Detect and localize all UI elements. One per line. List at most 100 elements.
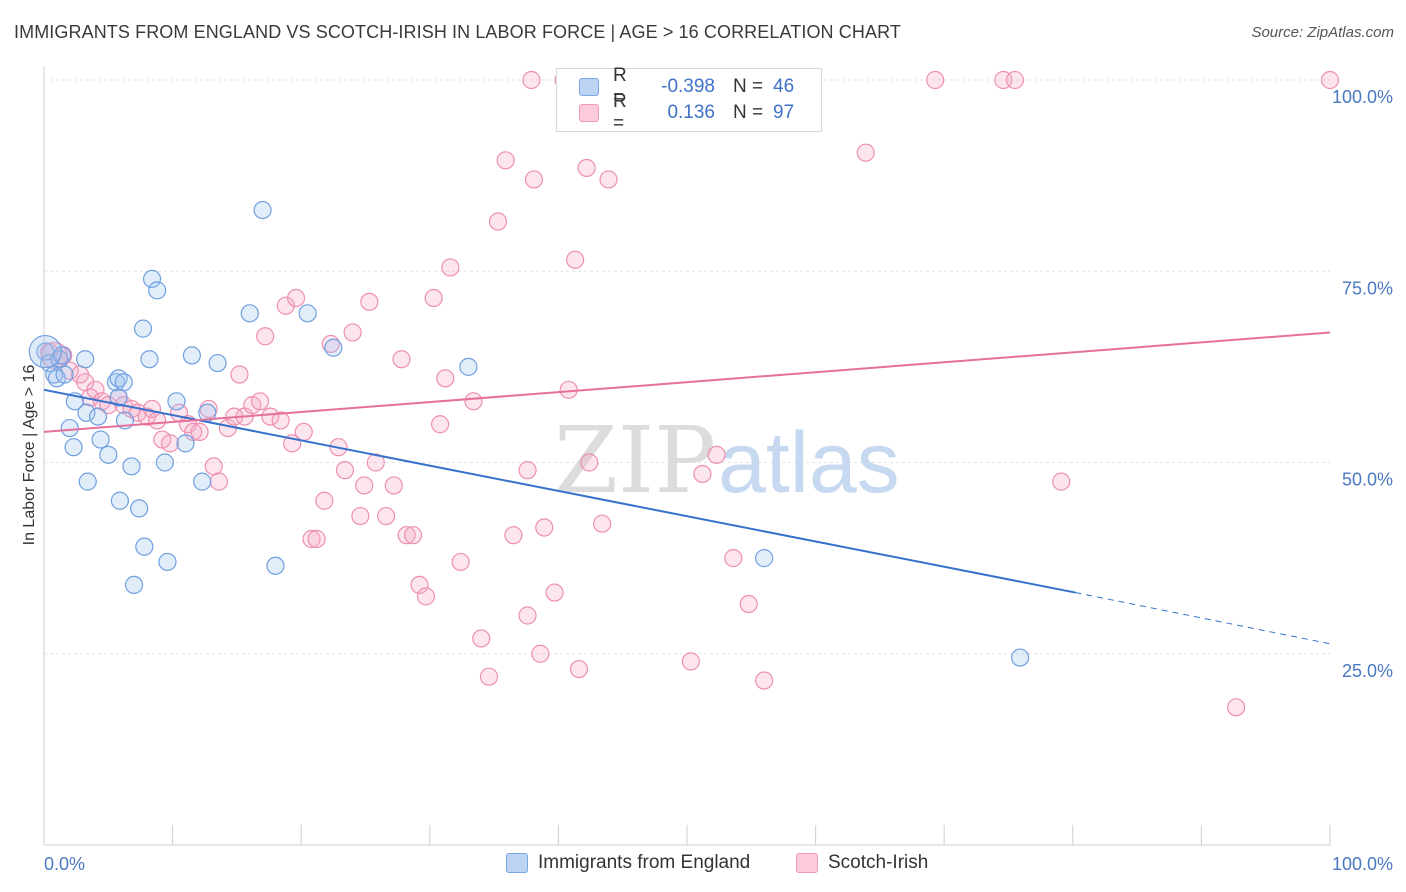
data-point [681, 652, 700, 671]
data-point [193, 472, 212, 491]
data-point [76, 350, 95, 369]
legend-swatch-england [506, 853, 528, 873]
data-point [441, 258, 460, 277]
data-point [436, 369, 455, 388]
data-point [155, 453, 174, 472]
data-point [286, 288, 306, 308]
data-point [343, 323, 362, 342]
data-point [250, 392, 270, 411]
data-point [294, 422, 313, 441]
data-point [130, 499, 149, 518]
data-point [315, 491, 334, 510]
legend-label-scotch-irish: Scotch-Irish [828, 852, 929, 873]
data-point [384, 476, 403, 495]
data-point [182, 346, 201, 365]
legend-n-label: N = [733, 102, 764, 123]
data-point [86, 380, 105, 399]
y-tick-label: 50.0% [1342, 470, 1393, 490]
data-point [307, 529, 326, 549]
y-axis-label: In Labor Force | Age > 16 [21, 365, 38, 546]
data-point [856, 143, 875, 162]
legend-n-label: N = [733, 76, 764, 97]
data-point [122, 457, 141, 476]
data-point [167, 392, 186, 411]
data-point [276, 296, 295, 315]
data-point [133, 319, 153, 338]
data-point [176, 434, 195, 453]
data-point [755, 671, 774, 690]
data-point [124, 575, 144, 595]
data-point [335, 461, 355, 480]
data-point [148, 411, 167, 430]
data-point [496, 151, 515, 170]
data-point [577, 158, 596, 178]
y-tick-label: 100.0% [1332, 87, 1393, 107]
legend-n-value: 97 [773, 102, 795, 123]
data-point [724, 549, 743, 568]
data-point [410, 575, 429, 595]
legend-r-label: R = [613, 91, 627, 134]
data-point [1005, 70, 1025, 90]
data-point [569, 659, 589, 679]
data-point [91, 430, 110, 449]
data-point [518, 461, 537, 480]
data-point [522, 70, 541, 90]
data-point [459, 357, 478, 376]
data-point [271, 411, 290, 430]
data-point [230, 365, 249, 384]
legend-row-scotch-irish: R = 0.136 N = 97 [579, 91, 795, 134]
data-point [77, 403, 96, 422]
data-point [403, 526, 423, 545]
watermark-atlas: atlas [718, 415, 900, 511]
data-point [1052, 472, 1071, 491]
data-point [142, 269, 162, 288]
legend-swatch-england [579, 78, 599, 96]
series-scotch-irish-points [40, 70, 1340, 717]
series-england-points [28, 200, 1030, 667]
legend-item-england: Immigrants from England [506, 852, 750, 874]
data-point [535, 518, 554, 537]
data-point [518, 606, 537, 625]
data-point [1010, 648, 1030, 667]
data-point [1227, 698, 1246, 717]
legend-r-label: R = [613, 65, 627, 108]
data-point [479, 667, 499, 686]
data-point [240, 304, 259, 323]
data-point [593, 514, 612, 533]
data-point [926, 70, 945, 90]
data-point [110, 491, 129, 510]
chart-title: IMMIGRANTS FROM ENGLAND VS SCOTCH-IRISH … [14, 22, 901, 42]
trend-line-england [43, 388, 1076, 594]
data-point [376, 506, 396, 526]
legend-r-value: -0.398 [661, 76, 715, 97]
data-point [256, 327, 275, 346]
data-point [140, 350, 159, 369]
series-legend: Immigrants from England Scotch-Irish [0, 852, 1406, 878]
data-point [464, 392, 483, 411]
tick-labels: 100.0% 75.0% 50.0% 25.0% 0.0% 100.0% [44, 87, 1393, 874]
data-point [52, 346, 72, 365]
data-point [1320, 70, 1340, 90]
data-point [208, 353, 227, 373]
data-point [504, 526, 523, 545]
stats-legend: R = -0.398 N = 46 R = 0.136 N = 97 [556, 65, 822, 134]
data-point-cluster [28, 334, 62, 369]
data-point [472, 629, 491, 648]
data-point [114, 373, 133, 392]
trend-line-england-extension [1075, 592, 1331, 645]
data-point [355, 476, 374, 495]
data-point [204, 457, 223, 476]
data-point [158, 552, 177, 572]
data-point [209, 472, 228, 491]
data-point [693, 464, 712, 484]
trend-lines [43, 331, 1331, 645]
data-point [261, 407, 280, 426]
data-point [559, 380, 578, 399]
x-tick-label: 100.0% [1332, 854, 1393, 874]
y-tick-label: 75.0% [1342, 278, 1393, 298]
data-point [64, 438, 83, 457]
data-point [351, 506, 370, 526]
data-point [531, 644, 550, 663]
data-point [424, 288, 443, 308]
